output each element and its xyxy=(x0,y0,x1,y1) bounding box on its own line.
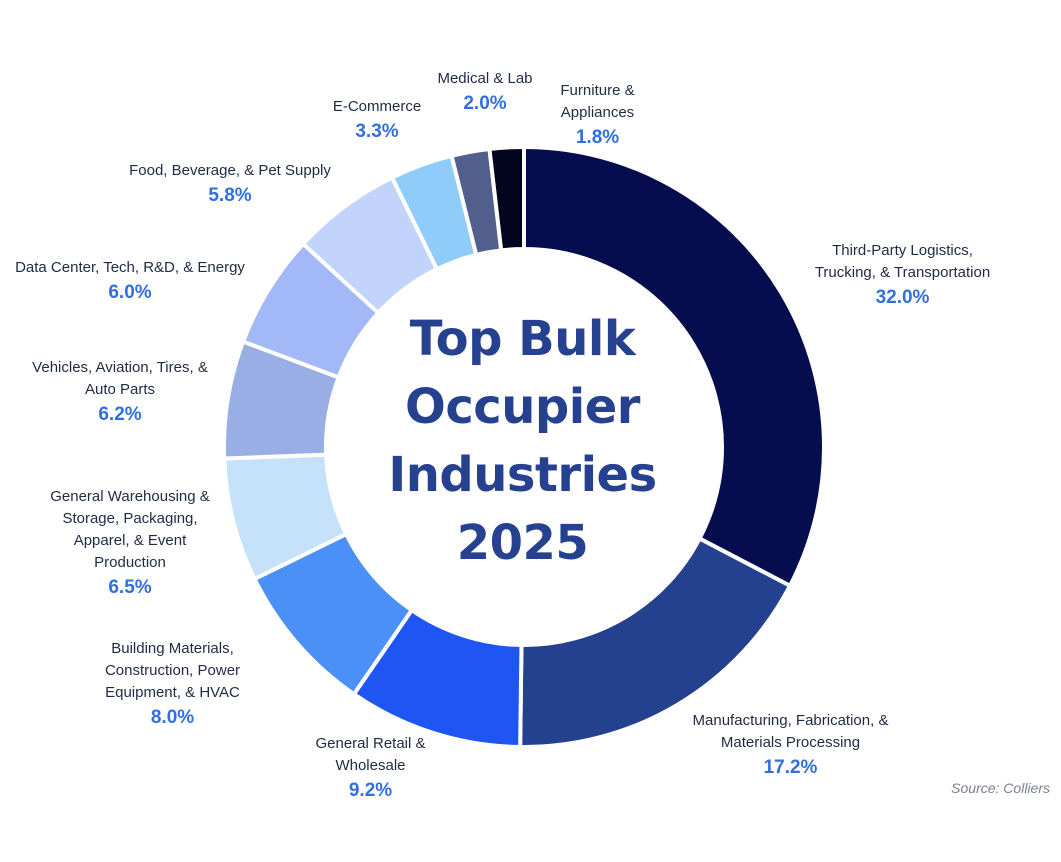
slice-value-label: 5.8% xyxy=(208,185,252,206)
slice-label-line: Appliances xyxy=(560,104,635,121)
slice-label: Furniture & Appliances 1.8% xyxy=(540,80,655,151)
slice-value-label: 6.2% xyxy=(98,404,142,425)
slice-label: E-Commerce 3.3% xyxy=(327,96,427,145)
slice-value-label: 9.2% xyxy=(348,780,393,801)
chart-title-line: 2025 xyxy=(456,515,589,571)
slice-label-line: General Warehousing & xyxy=(50,488,210,505)
slice-label-name: Furniture & Appliances xyxy=(540,80,655,124)
slice-label-line: Production xyxy=(94,554,166,571)
chart-title-line: Top Bulk xyxy=(409,311,636,367)
slice-label: General Retail & Wholesale 9.2% xyxy=(288,733,453,804)
slice-value-label: 32.0% xyxy=(875,287,930,308)
slice-label-name: Food, Beverage, & Pet Supply xyxy=(105,160,355,182)
slice-label-line: Medical & Lab xyxy=(437,70,533,87)
slice-label-line: Building Materials, xyxy=(111,640,234,657)
slice-label-name: Building Materials, Construction, Power Eq… xyxy=(85,638,260,704)
donut-slice xyxy=(487,145,526,253)
slice-value-label: 3.3% xyxy=(355,121,399,142)
source-note: Source: Colliers xyxy=(951,780,1050,796)
slice-value-label: 1.8% xyxy=(575,127,620,148)
slice-label-line: Trucking, & Transportation xyxy=(814,264,991,281)
slice-label: Medical & Lab 2.0% xyxy=(420,68,550,117)
slice-label-line: Manufacturing, Fabrication, & xyxy=(692,712,889,729)
chart-title: Top Bulk Occupier Industries 2025 xyxy=(330,305,715,577)
slice-label: Building Materials, Construction, Power Eq… xyxy=(85,638,260,731)
slice-label-line: Construction, Power xyxy=(104,662,241,679)
slice-value-label: 2.0% xyxy=(463,93,507,114)
slice-label-name: Data Center, Tech, R&D, & Energy xyxy=(5,257,255,279)
slice-label: Third-Party Logistics, Trucking, & Transp… xyxy=(790,240,1015,311)
slice-label-name: Manufacturing, Fabrication, & Materials P… xyxy=(668,710,913,754)
slice-label-name: Vehicles, Aviation, Tires, & Auto Parts xyxy=(10,357,230,401)
slice-value-label: 8.0% xyxy=(150,707,195,728)
slice-label-line: Materials Processing xyxy=(720,734,861,751)
slice-label-line: Third-Party Logistics, xyxy=(832,242,973,259)
donut-slice xyxy=(522,145,826,588)
slice-label-line: General Retail & xyxy=(315,735,426,752)
slice-label-line: Storage, Packaging, xyxy=(62,510,198,527)
chart-title-line: Industries xyxy=(388,447,657,503)
slice-label-name: E-Commerce xyxy=(327,96,427,118)
slice-value-label: 6.5% xyxy=(108,577,152,598)
slice-label-name: General Retail & Wholesale xyxy=(288,733,453,777)
slice-label: Food, Beverage, & Pet Supply 5.8% xyxy=(105,160,355,209)
slice-label: Data Center, Tech, R&D, & Energy 6.0% xyxy=(5,257,255,306)
slice-label: General Warehousing & Storage, Packaging,… xyxy=(30,486,230,601)
slice-label: Manufacturing, Fabrication, & Materials P… xyxy=(668,710,913,781)
slice-label-line: Vehicles, Aviation, Tires, & xyxy=(32,359,208,376)
slice-label-name: Third-Party Logistics, Trucking, & Transp… xyxy=(790,240,1015,284)
slice-label-line: Data Center, Tech, R&D, & Energy xyxy=(15,259,245,276)
slice-label-name: Medical & Lab xyxy=(420,68,550,90)
slice-label-line: Auto Parts xyxy=(84,381,156,398)
chart-title-line: Occupier xyxy=(405,379,640,435)
slice-label-name: General Warehousing & Storage, Packaging,… xyxy=(30,486,230,574)
slice-label-line: E-Commerce xyxy=(332,98,422,115)
slice-label: Vehicles, Aviation, Tires, & Auto Parts 6.… xyxy=(10,357,230,428)
slice-value-label: 6.0% xyxy=(108,282,152,303)
slice-label-line: Food, Beverage, & Pet Supply xyxy=(129,162,331,179)
slice-label-line: Wholesale xyxy=(335,757,406,774)
slice-label-line: Equipment, & HVAC xyxy=(105,684,240,701)
slice-label-line: Furniture & xyxy=(560,82,635,99)
slice-value-label: 17.2% xyxy=(763,757,818,778)
slice-label-line: Apparel, & Event xyxy=(73,532,187,549)
